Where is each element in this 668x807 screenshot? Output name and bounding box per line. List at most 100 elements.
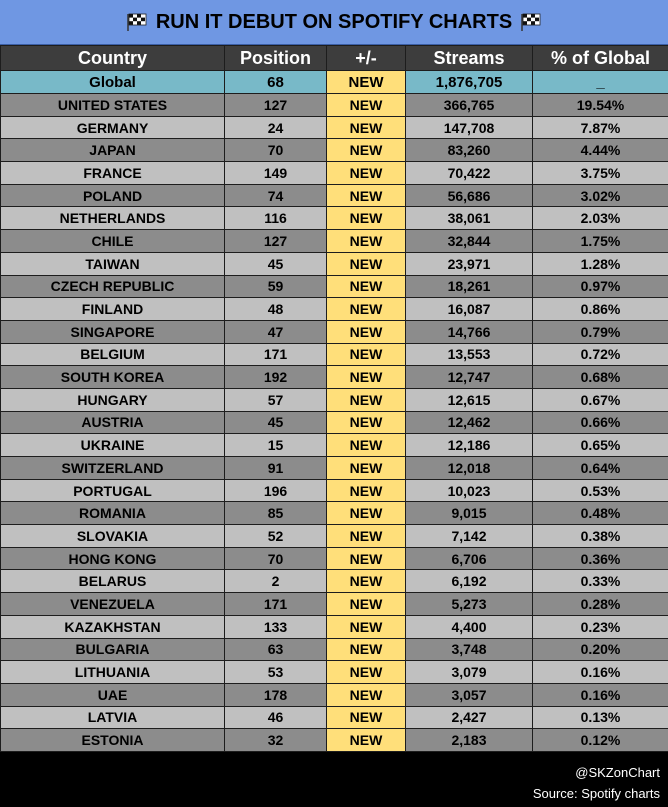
cell-country: CZECH REPUBLIC [0, 274, 225, 299]
cell-change: NEW [326, 682, 406, 707]
cell-position: 127 [224, 229, 327, 253]
cell-change: NEW [326, 229, 406, 253]
cell-country: ESTONIA [0, 728, 225, 752]
cell-position: 68 [224, 70, 327, 94]
cell-pct: 0.23% [532, 614, 668, 639]
cell-streams: 12,462 [405, 410, 533, 435]
cell-position: 24 [224, 115, 327, 140]
cell-streams: 3,748 [405, 637, 533, 662]
cell-position: 32 [224, 728, 327, 752]
cell-pct: 1.28% [532, 251, 668, 276]
chart-title-bar: RUN IT DEBUT ON SPOTIFY CHARTS [0, 0, 668, 45]
cell-streams: 2,183 [405, 728, 533, 752]
cell-streams: 2,427 [405, 705, 533, 730]
cell-change: NEW [326, 365, 406, 389]
table-row: HONG KONG 70 NEW 6,706 0.36% [0, 546, 668, 571]
cell-position: 91 [224, 456, 327, 480]
cell-change: NEW [326, 705, 406, 730]
table-row: JAPAN 70 NEW 83,260 4.44% [0, 138, 668, 163]
table-row: KAZAKHSTAN 133 NEW 4,400 0.23% [0, 614, 668, 639]
cell-country: BELGIUM [0, 342, 225, 367]
cell-pct: 7.87% [532, 115, 668, 140]
cell-streams: 12,186 [405, 433, 533, 457]
cell-pct: 0.20% [532, 637, 668, 662]
cell-pct: 0.68% [532, 365, 668, 389]
cell-streams: 10,023 [405, 478, 533, 503]
cell-change: NEW [326, 524, 406, 548]
cell-pct: 0.97% [532, 274, 668, 299]
table-row: VENEZUELA 171 NEW 5,273 0.28% [0, 592, 668, 616]
cell-streams: 56,686 [405, 183, 533, 208]
table-row: FINLAND 48 NEW 16,087 0.86% [0, 297, 668, 321]
checkered-flag-icon [126, 13, 148, 31]
cell-change: NEW [326, 433, 406, 457]
cell-pct: 0.67% [532, 387, 668, 412]
table-row: ROMANIA 85 NEW 9,015 0.48% [0, 501, 668, 526]
cell-change: NEW [326, 93, 406, 117]
header-pct-global: % of Global [532, 45, 668, 71]
cell-change: NEW [326, 297, 406, 321]
cell-streams: 18,261 [405, 274, 533, 299]
cell-country: UAE [0, 682, 225, 707]
cell-country: JAPAN [0, 138, 225, 163]
cell-streams: 13,553 [405, 342, 533, 367]
table-row: LATVIA 46 NEW 2,427 0.13% [0, 705, 668, 730]
cell-pct: 0.36% [532, 546, 668, 571]
cell-country: NETHERLANDS [0, 206, 225, 231]
cell-position: 70 [224, 138, 327, 163]
table-row: NETHERLANDS 116 NEW 38,061 2.03% [0, 206, 668, 231]
cell-position: 45 [224, 410, 327, 435]
table-row: BELARUS 2 NEW 6,192 0.33% [0, 569, 668, 594]
cell-change: NEW [326, 660, 406, 684]
cell-streams: 7,142 [405, 524, 533, 548]
cell-country: FRANCE [0, 161, 225, 185]
cell-country: LITHUANIA [0, 660, 225, 684]
cell-streams: 147,708 [405, 115, 533, 140]
cell-position: 63 [224, 637, 327, 662]
cell-country: Global [0, 70, 225, 94]
table-row: BULGARIA 63 NEW 3,748 0.20% [0, 637, 668, 662]
cell-change: NEW [326, 592, 406, 616]
header-row: Country Position +/- Streams % of Global [0, 45, 668, 71]
cell-streams: 70,422 [405, 161, 533, 185]
cell-country: TAIWAN [0, 251, 225, 276]
cell-pct: 0.38% [532, 524, 668, 548]
table-row: AUSTRIA 45 NEW 12,462 0.66% [0, 410, 668, 435]
cell-pct: 0.16% [532, 682, 668, 707]
header-country: Country [0, 45, 225, 71]
cell-position: 70 [224, 546, 327, 571]
cell-country: SWITZERLAND [0, 456, 225, 480]
cell-change: NEW [326, 138, 406, 163]
cell-pct: 0.86% [532, 297, 668, 321]
cell-position: 192 [224, 365, 327, 389]
cell-position: 46 [224, 705, 327, 730]
cell-position: 133 [224, 614, 327, 639]
table-row: CZECH REPUBLIC 59 NEW 18,261 0.97% [0, 274, 668, 299]
cell-streams: 4,400 [405, 614, 533, 639]
cell-pct: 3.75% [532, 161, 668, 185]
cell-pct: 0.28% [532, 592, 668, 616]
checkered-flag-icon [520, 13, 542, 31]
cell-pct: 2.03% [532, 206, 668, 231]
cell-pct: _ [532, 70, 668, 94]
cell-position: 74 [224, 183, 327, 208]
table-row: GERMANY 24 NEW 147,708 7.87% [0, 115, 668, 140]
cell-streams: 6,706 [405, 546, 533, 571]
cell-pct: 4.44% [532, 138, 668, 163]
header-streams: Streams [405, 45, 533, 71]
cell-position: 48 [224, 297, 327, 321]
cell-change: NEW [326, 478, 406, 503]
cell-streams: 366,765 [405, 93, 533, 117]
cell-change: NEW [326, 342, 406, 367]
table-row: UAE 178 NEW 3,057 0.16% [0, 682, 668, 707]
cell-position: 171 [224, 592, 327, 616]
table-row: FRANCE 149 NEW 70,422 3.75% [0, 161, 668, 185]
cell-change: NEW [326, 161, 406, 185]
author-handle: @SKZonChart [575, 765, 660, 780]
cell-country: SINGAPORE [0, 319, 225, 344]
cell-pct: 1.75% [532, 229, 668, 253]
cell-change: NEW [326, 387, 406, 412]
table-row: SOUTH KOREA 192 NEW 12,747 0.68% [0, 365, 668, 389]
page-title: RUN IT DEBUT ON SPOTIFY CHARTS [155, 10, 513, 33]
cell-country: UNITED STATES [0, 93, 225, 117]
